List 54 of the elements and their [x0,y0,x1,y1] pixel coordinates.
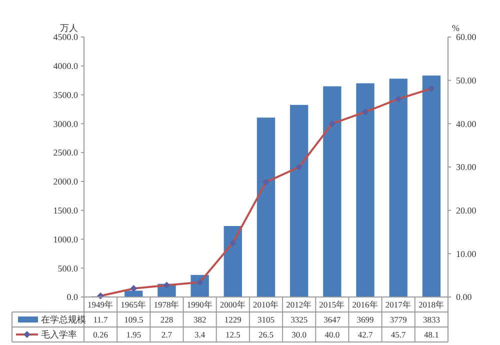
y-tick-label: 1000.0 [53,234,78,244]
y2-tick-label: 60.00 [456,32,477,42]
data-label: 3647 [324,314,341,324]
data-label: 42.7 [358,329,373,340]
data-label: 11.7 [93,314,108,324]
y2-tick-label: 30.00 [456,162,477,172]
y2-axis-title: % [452,23,460,33]
data-label: 382 [193,314,206,324]
x-tick-label: 2015年 [319,299,346,310]
y-tick-label: 2000.0 [53,176,78,187]
x-tick-label: 1990年 [186,299,213,310]
y-tick-label: 4500.0 [53,32,78,42]
y-tick-label: 0.0 [66,292,78,302]
data-label: 109.5 [124,314,144,324]
x-tick-label: 2012年 [286,299,312,310]
data-label: 45.7 [390,329,406,340]
x-tick-label: 1978年 [154,299,180,310]
y2-tick-label: 10.00 [456,248,477,259]
y2-tick-label: 50.00 [456,75,477,86]
data-label: 12.5 [225,329,240,340]
data-label: 3699 [356,314,374,324]
data-label: 26.5 [258,329,274,340]
x-tick-label: 1965年 [120,299,147,310]
data-label: 3.4 [194,329,206,340]
x-tick-label: 2017年 [385,299,412,310]
legend-label: 在学总规模 [41,314,86,325]
x-tick-label: 2016年 [352,299,378,310]
data-label: 3105 [258,314,274,324]
data-label: 40.0 [324,329,340,340]
y2-tick-label: 0.00 [456,292,472,302]
y-tick-label: 1500.0 [53,205,78,216]
x-tick-label: 1949年 [88,299,114,310]
data-label: 1229 [224,314,242,324]
data-label: 1.95 [126,329,142,340]
legend-label: 毛入学率 [41,330,77,340]
x-tick-label: 2000年 [220,299,246,310]
y-tick-label: 2500.0 [53,148,78,158]
data-label: 3325 [290,314,308,324]
data-label: 3833 [422,314,440,324]
data-label: 30.0 [292,329,307,340]
data-label: 3779 [390,314,407,324]
data-label: 228 [160,314,174,324]
y-tick-label: 500.0 [58,263,78,274]
y-axis-title: 万人 [60,23,78,33]
data-label: 0.26 [93,329,108,340]
y2-tick-label: 40.00 [456,118,477,129]
y-tick-label: 4000.0 [53,61,78,72]
data-label: 48.1 [424,329,439,340]
y-tick-label: 3000.0 [53,118,78,129]
y2-tick-label: 20.00 [456,205,477,216]
data-label: 2.7 [161,329,172,340]
x-tick-label: 2018年 [418,299,444,310]
x-tick-label: 2010年 [253,299,279,310]
y-tick-label: 3500.0 [53,90,78,100]
